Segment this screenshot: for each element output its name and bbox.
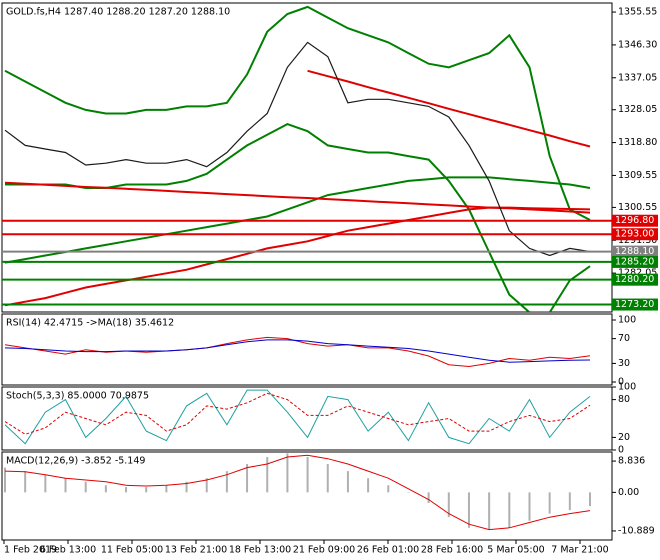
x-tick-label: 13 Feb 21:00 <box>165 545 227 556</box>
histogram-bar <box>266 456 269 493</box>
y-tick-label: 80 <box>618 394 630 405</box>
histogram-bar <box>467 492 470 528</box>
y-tick-label: 0 <box>618 377 624 388</box>
panel-title: GOLD.fs,H4 1287.40 1288.20 1287.20 1288.… <box>6 7 230 18</box>
histogram-bar <box>165 485 168 493</box>
plot-layer <box>4 453 591 531</box>
level-box <box>612 245 658 258</box>
plot-layer <box>2 5 612 312</box>
series-line <box>4 454 591 531</box>
x-tick-label: 11 Feb 05:00 <box>101 545 163 556</box>
level-label: 1296.80 <box>615 215 654 226</box>
y-tick-label: 0 <box>618 445 624 456</box>
histogram-bar <box>145 487 148 493</box>
histogram-bar <box>427 492 430 503</box>
y-tick-label: 0.00 <box>618 487 639 498</box>
histogram-bar <box>367 478 370 493</box>
panel-title: RSI(14) 42.4715 ->MA(18) 35.4612 <box>6 318 174 329</box>
histogram-bar <box>508 492 511 528</box>
y-tick-label: 1355.55 <box>618 7 657 18</box>
histogram-bar <box>326 464 329 493</box>
histogram-bar <box>568 492 571 511</box>
y-tick-label: 100 <box>618 382 636 393</box>
y-tick-label: 1309.55 <box>618 170 657 181</box>
histogram-bar <box>205 478 208 493</box>
panel-frame <box>1 313 613 386</box>
y-tick-label: 100 <box>618 315 636 326</box>
panel-title: MACD(12,26,9) -3.852 -5.149 <box>6 456 145 467</box>
level-label: 1293.00 <box>615 229 654 240</box>
histogram-bar <box>528 492 531 521</box>
y-tick-label: 1337.05 <box>618 72 657 83</box>
histogram-bar <box>488 492 491 530</box>
level-box <box>612 255 658 268</box>
series-line <box>307 69 591 148</box>
histogram-bar <box>286 453 289 493</box>
y-tick-label: 1328.05 <box>618 104 657 115</box>
histogram-bar <box>548 492 551 514</box>
level-box <box>612 273 658 286</box>
y-tick-label: 1282.05 <box>618 268 657 279</box>
panel-title: Stoch(5,3,3) 85.0000 70.9875 <box>6 391 149 402</box>
x-tick-label: 26 Feb 01:00 <box>357 545 419 556</box>
plot-layer <box>4 389 591 445</box>
panel-frame <box>1 451 613 541</box>
level-box <box>612 214 658 227</box>
histogram-bar <box>225 471 228 493</box>
histogram-bar <box>387 485 390 493</box>
x-tick-label: 18 Feb 13:00 <box>229 545 291 556</box>
histogram-bar <box>185 481 188 493</box>
histogram-bar <box>24 471 27 493</box>
series-line <box>4 176 591 264</box>
level-box <box>612 228 658 241</box>
histogram-bar <box>84 481 87 493</box>
histogram-bar <box>407 492 410 493</box>
histogram-bar <box>306 456 309 493</box>
y-tick-label: 1318.80 <box>618 137 657 148</box>
level-label: 1273.20 <box>615 299 654 310</box>
series-line <box>4 181 591 214</box>
x-tick-label: 6 Feb 13:00 <box>40 545 96 556</box>
histogram-bar <box>246 464 249 493</box>
x-tick-label: 5 Mar 05:00 <box>487 545 544 556</box>
series-line <box>4 339 591 363</box>
x-tick-label: 1 Feb 2019 <box>4 545 57 556</box>
level-box <box>612 298 658 311</box>
histogram-bar <box>447 492 450 518</box>
plot-layer <box>4 336 591 368</box>
level-label: 1280.20 <box>615 274 654 285</box>
series-line <box>4 392 591 435</box>
y-tick-label: 20 <box>618 432 630 443</box>
y-tick-label: 30 <box>618 358 630 369</box>
x-tick-label: 21 Feb 09:00 <box>293 545 355 556</box>
y-tick-label: 1291.30 <box>618 235 657 246</box>
histogram-bar <box>125 487 128 493</box>
x-tick-label: 7 Mar 21:00 <box>551 545 608 556</box>
series-line <box>4 5 591 221</box>
y-tick-label: 70 <box>618 333 630 344</box>
series-line <box>4 41 591 257</box>
y-tick-label: -10.889 <box>618 525 655 536</box>
histogram-bar <box>104 485 107 493</box>
histogram-bar <box>44 474 47 493</box>
x-tick-label: 28 Feb 16:00 <box>421 545 483 556</box>
histogram-bar <box>346 471 349 493</box>
level-label: 1285.20 <box>615 256 654 267</box>
y-tick-label: 8.836 <box>618 456 645 467</box>
histogram-bar <box>64 478 67 493</box>
y-tick-label: 1300.55 <box>618 202 657 213</box>
panel-frame <box>1 2 613 313</box>
level-label: 1288.10 <box>615 246 654 257</box>
y-tick-label: 1346.30 <box>618 39 657 50</box>
histogram-bar <box>589 492 591 507</box>
series-line <box>4 389 591 445</box>
panel-frame <box>1 386 613 451</box>
histogram-bar <box>4 467 6 493</box>
